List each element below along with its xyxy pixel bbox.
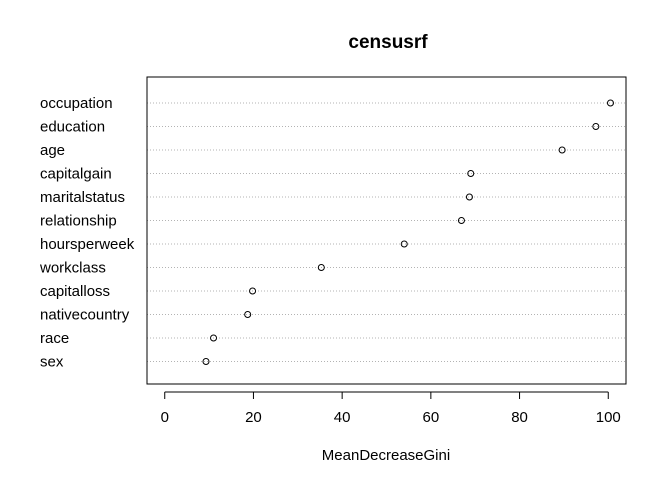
data-point — [592, 123, 600, 130]
category-label: age — [40, 142, 65, 159]
category-label: maritalstatus — [40, 189, 125, 206]
data-point — [457, 217, 465, 224]
x-tick-label: 60 — [423, 409, 440, 426]
data-point — [400, 240, 408, 248]
category-label: hoursperweek — [40, 236, 135, 253]
category-label: workclass — [39, 260, 106, 277]
x-tick-label: 20 — [245, 409, 262, 426]
category-label: capitalloss — [40, 283, 110, 300]
category-label: nativecountry — [40, 307, 130, 324]
x-tick-label: 80 — [511, 409, 528, 426]
category-label: occupation — [40, 95, 113, 112]
data-point — [317, 264, 325, 271]
x-tick-label: 40 — [334, 409, 351, 426]
data-point — [210, 334, 218, 342]
data-point — [465, 193, 473, 201]
x-tick-label: 0 — [161, 409, 169, 426]
category-label: education — [40, 119, 105, 136]
data-point — [558, 146, 566, 154]
category-label: sex — [40, 354, 64, 371]
x-axis: 0 20 40 60 80 100 — [161, 391, 621, 426]
data-point — [244, 311, 252, 318]
category-label: race — [40, 330, 69, 347]
grid-lines — [147, 102, 626, 362]
x-axis-label: MeanDecreaseGini — [322, 447, 450, 464]
data-point — [249, 287, 257, 295]
data-point — [202, 358, 210, 365]
category-label: relationship — [40, 213, 117, 230]
x-tick-label: 100 — [596, 409, 621, 426]
data-point — [606, 99, 614, 107]
data-point — [467, 170, 475, 177]
chart-title: censusrf — [348, 32, 428, 53]
category-label: capitalgain — [40, 166, 112, 183]
category-labels: occupation education age capitalgain marital… — [39, 95, 135, 371]
data-points — [202, 99, 614, 365]
plot-frame — [146, 76, 627, 385]
